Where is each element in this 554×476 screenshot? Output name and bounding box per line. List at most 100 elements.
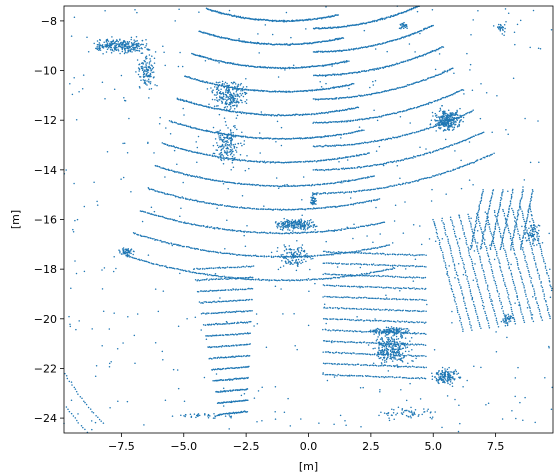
data-point <box>297 279 300 281</box>
data-point <box>218 60 220 62</box>
data-point <box>341 191 344 193</box>
data-point <box>228 300 231 302</box>
data-point <box>187 222 190 224</box>
data-point <box>412 276 415 278</box>
data-point <box>403 110 406 112</box>
data-point <box>229 14 231 16</box>
data-point <box>243 310 246 313</box>
data-point <box>77 422 79 424</box>
data-point <box>353 71 356 74</box>
data-point <box>290 43 292 46</box>
data-point <box>228 345 231 347</box>
data-point <box>268 208 270 210</box>
data-point <box>349 72 351 74</box>
data-point <box>241 355 243 358</box>
data-point <box>248 354 251 357</box>
data-point <box>219 267 222 269</box>
data-point <box>399 264 402 267</box>
data-point <box>395 264 397 267</box>
data-point <box>361 275 363 277</box>
data-point <box>312 89 314 91</box>
data-point <box>238 367 241 369</box>
data-point <box>219 227 221 230</box>
data-point <box>392 297 394 300</box>
data-point <box>201 279 204 281</box>
data-point <box>336 229 339 231</box>
data-point <box>427 127 430 130</box>
data-point <box>460 166 462 168</box>
data-point <box>369 252 372 255</box>
data-point <box>409 107 412 110</box>
data-point <box>333 251 335 253</box>
data-point <box>388 298 391 300</box>
data-point <box>356 202 359 204</box>
data-point <box>336 205 339 208</box>
data-point <box>374 199 376 202</box>
data-point <box>421 265 424 267</box>
data-point <box>326 253 329 256</box>
data-point <box>244 343 246 346</box>
data-point <box>251 288 254 290</box>
data-point <box>237 299 239 301</box>
data-point <box>222 180 224 182</box>
data-point <box>333 168 336 171</box>
data-point <box>316 113 319 115</box>
data-point <box>270 208 272 210</box>
data-point <box>357 263 359 265</box>
data-point <box>365 252 367 255</box>
data-point <box>275 161 277 163</box>
data-point <box>304 279 306 281</box>
data-point <box>422 78 425 81</box>
data-point <box>276 185 279 187</box>
data-point <box>359 130 361 132</box>
data-point <box>414 131 416 134</box>
data-point <box>244 111 246 114</box>
data-point <box>338 181 340 183</box>
data-point <box>230 289 233 291</box>
data-point <box>245 207 247 209</box>
data-point <box>331 110 334 113</box>
data-point <box>229 299 232 302</box>
data-point <box>408 276 411 278</box>
data-point <box>366 165 369 167</box>
data-point <box>347 296 350 298</box>
data-point <box>297 19 299 22</box>
data-point <box>135 257 138 260</box>
data-point <box>242 299 245 302</box>
data-point <box>249 266 252 268</box>
data-point <box>224 205 226 207</box>
data-point <box>197 268 199 270</box>
data-point <box>311 278 314 280</box>
data-point <box>270 232 272 234</box>
data-point <box>446 146 449 148</box>
data-point <box>284 209 287 211</box>
data-point <box>404 60 407 62</box>
data-point <box>259 160 262 163</box>
data-point <box>398 12 401 15</box>
data-point <box>353 263 356 266</box>
data-point <box>244 183 246 185</box>
data-point <box>240 277 242 279</box>
data-point <box>312 169 315 171</box>
data-point <box>355 202 357 205</box>
data-point <box>220 37 223 39</box>
data-point <box>234 15 236 17</box>
data-point <box>324 192 327 195</box>
data-point <box>458 141 461 143</box>
data-point <box>340 276 342 278</box>
data-point <box>335 191 338 194</box>
data-point <box>211 107 214 109</box>
data-point <box>414 288 417 290</box>
data-point <box>288 20 291 22</box>
data-point <box>351 167 354 169</box>
data-point <box>341 263 344 265</box>
data-point <box>142 235 144 237</box>
data-point <box>422 54 425 56</box>
data-point <box>206 250 208 252</box>
data-point <box>185 76 188 78</box>
data-point <box>263 42 266 45</box>
data-point <box>180 99 182 101</box>
data-point <box>365 141 367 144</box>
data-point <box>320 254 323 257</box>
data-point <box>236 39 238 42</box>
